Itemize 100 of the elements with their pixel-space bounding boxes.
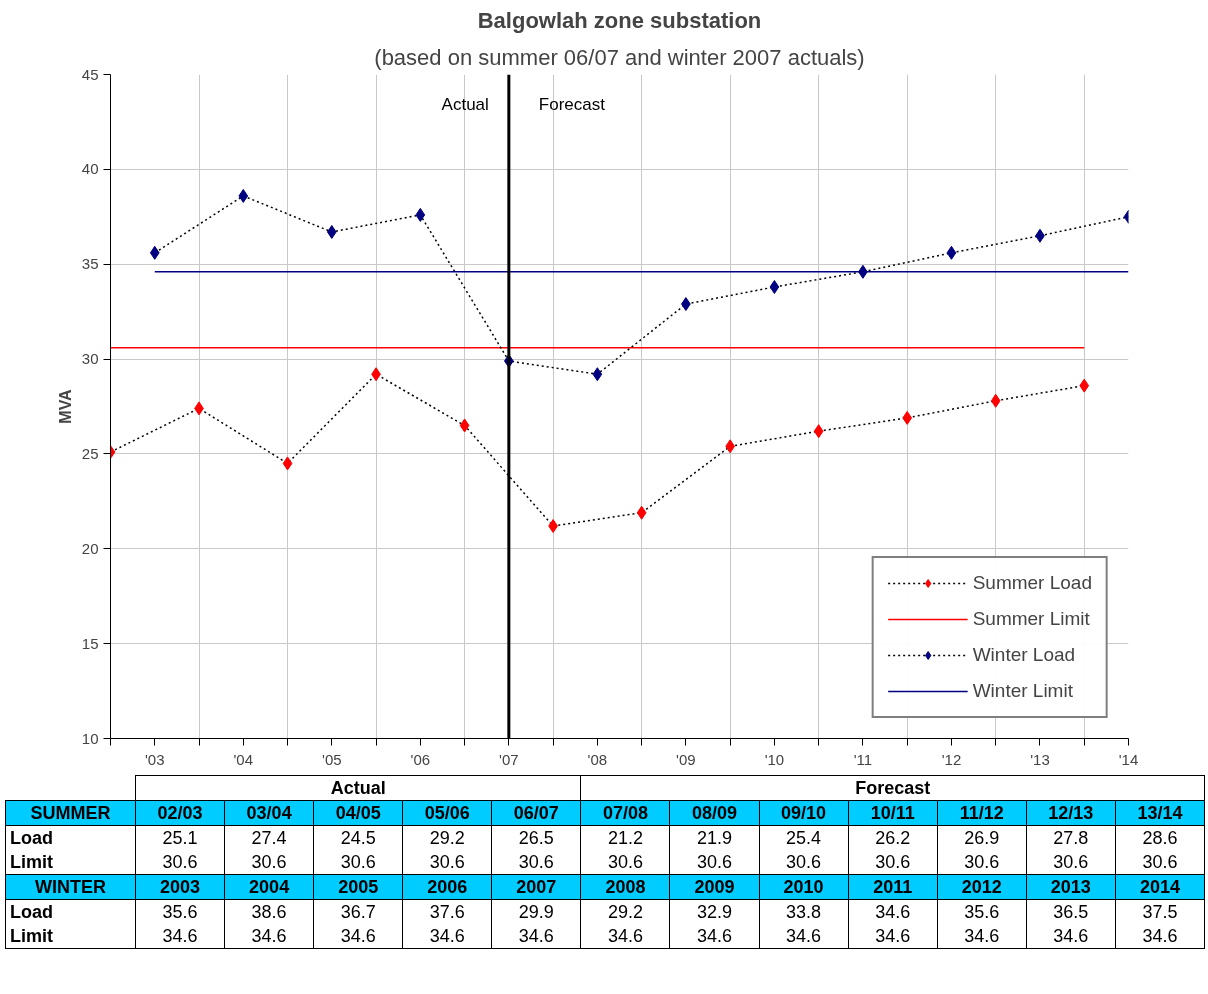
text: 34.6 bbox=[848, 899, 938, 924]
text: 24.5 bbox=[313, 825, 403, 850]
text: 30.6 bbox=[669, 850, 760, 875]
text: 30.6 bbox=[491, 850, 581, 875]
x-tick-label: '10 bbox=[764, 750, 785, 768]
text: 30.6 bbox=[402, 850, 492, 875]
text: 02/03 bbox=[135, 800, 225, 826]
y-tick-label: 30 bbox=[81, 350, 99, 368]
text: 2014 bbox=[1115, 874, 1205, 900]
x-tick-label: '08 bbox=[587, 750, 608, 768]
text: 11/12 bbox=[937, 800, 1027, 826]
text: 30.6 bbox=[224, 850, 314, 875]
text: 26.9 bbox=[937, 825, 1027, 850]
text: 34.6 bbox=[1026, 924, 1116, 949]
text: 21.2 bbox=[580, 825, 670, 850]
y-tick-label: 40 bbox=[81, 160, 99, 178]
text: 34.6 bbox=[1115, 924, 1205, 949]
text: 37.5 bbox=[1115, 899, 1205, 924]
x-tick-label: '04 bbox=[233, 750, 254, 768]
text: 28.6 bbox=[1115, 825, 1205, 850]
text: 25.4 bbox=[759, 825, 849, 850]
text: 25.1 bbox=[135, 825, 225, 850]
chart-title: Balgowlah zone substation bbox=[477, 7, 762, 33]
text: 34.6 bbox=[402, 924, 492, 949]
annotation: Actual bbox=[441, 94, 489, 114]
x-tick-label: '14 bbox=[1118, 750, 1139, 768]
text: Load bbox=[5, 899, 136, 924]
text: 13/14 bbox=[1115, 800, 1205, 826]
text: 06/07 bbox=[491, 800, 581, 826]
text: 27.4 bbox=[224, 825, 314, 850]
text: 07/08 bbox=[580, 800, 670, 826]
text: 30.6 bbox=[1026, 850, 1116, 875]
text: 32.9 bbox=[669, 899, 760, 924]
text: 34.6 bbox=[491, 924, 581, 949]
y-tick-label: 15 bbox=[81, 634, 99, 652]
text: 35.6 bbox=[135, 899, 225, 924]
text: 21.9 bbox=[669, 825, 760, 850]
text: 2009 bbox=[669, 874, 760, 900]
text: 2012 bbox=[937, 874, 1027, 900]
text: 2003 bbox=[135, 874, 225, 900]
text: 04/05 bbox=[313, 800, 403, 826]
text: 05/06 bbox=[402, 800, 492, 826]
text: 34.6 bbox=[313, 924, 403, 949]
legend-label: Summer Load bbox=[972, 572, 1092, 594]
text: 30.6 bbox=[313, 850, 403, 875]
text: 09/10 bbox=[759, 800, 849, 826]
text: 33.8 bbox=[759, 899, 849, 924]
text: 29.2 bbox=[402, 825, 492, 850]
x-tick-label: '07 bbox=[499, 750, 519, 768]
text: 2013 bbox=[1026, 874, 1116, 900]
chart-subtitle: (based on summer 06/07 and winter 2007 actuals) bbox=[374, 44, 865, 70]
text: Limit bbox=[5, 850, 136, 875]
annotation: Forecast bbox=[538, 94, 606, 114]
text: 03/04 bbox=[224, 800, 314, 826]
text: SUMMER bbox=[5, 800, 136, 826]
text: 38.6 bbox=[224, 899, 314, 924]
text: 26.5 bbox=[491, 825, 581, 850]
text: 2010 bbox=[759, 874, 849, 900]
text: 36.7 bbox=[313, 899, 403, 924]
x-tick-label: '09 bbox=[676, 750, 696, 768]
x-tick-label: '11 bbox=[853, 750, 873, 768]
text: 10/11 bbox=[848, 800, 938, 826]
text: 30.6 bbox=[580, 850, 670, 875]
text: 2008 bbox=[580, 874, 670, 900]
text: 37.6 bbox=[402, 899, 492, 924]
text: 36.5 bbox=[1026, 899, 1116, 924]
text: Limit bbox=[5, 924, 136, 949]
y-tick-label: 20 bbox=[81, 539, 99, 557]
text: 12/13 bbox=[1026, 800, 1116, 826]
y-tick-label: 35 bbox=[81, 255, 99, 273]
legend-label: Summer Limit bbox=[972, 608, 1090, 630]
text: 34.6 bbox=[759, 924, 849, 949]
text: 2004 bbox=[224, 874, 314, 900]
text: 26.2 bbox=[848, 825, 938, 850]
text: WINTER bbox=[5, 874, 136, 900]
text: 08/09 bbox=[669, 800, 760, 826]
text: 34.6 bbox=[224, 924, 314, 949]
text: 34.6 bbox=[669, 924, 760, 949]
y-tick-label: 45 bbox=[81, 65, 99, 83]
text: 30.6 bbox=[759, 850, 849, 875]
text: 34.6 bbox=[848, 924, 938, 949]
text: 2011 bbox=[848, 874, 938, 900]
text: 27.8 bbox=[1026, 825, 1116, 850]
text: 30.6 bbox=[937, 850, 1027, 875]
x-tick-label: '13 bbox=[1030, 750, 1050, 768]
text: 30.6 bbox=[1115, 850, 1205, 875]
text: 34.6 bbox=[135, 924, 225, 949]
text: 2007 bbox=[491, 874, 581, 900]
text: 35.6 bbox=[937, 899, 1027, 924]
legend-label: Winter Limit bbox=[972, 680, 1073, 702]
legend-label: Winter Load bbox=[972, 644, 1076, 666]
text: 29.2 bbox=[580, 899, 670, 924]
text: 34.6 bbox=[580, 924, 670, 949]
text: 29.9 bbox=[491, 899, 581, 924]
x-tick-label: '03 bbox=[144, 750, 165, 768]
text: 34.6 bbox=[937, 924, 1027, 949]
y-tick-label: 25 bbox=[81, 444, 99, 462]
text: 2005 bbox=[313, 874, 403, 900]
y-axis-title: MVA bbox=[56, 388, 74, 424]
x-tick-label: '12 bbox=[941, 750, 962, 768]
